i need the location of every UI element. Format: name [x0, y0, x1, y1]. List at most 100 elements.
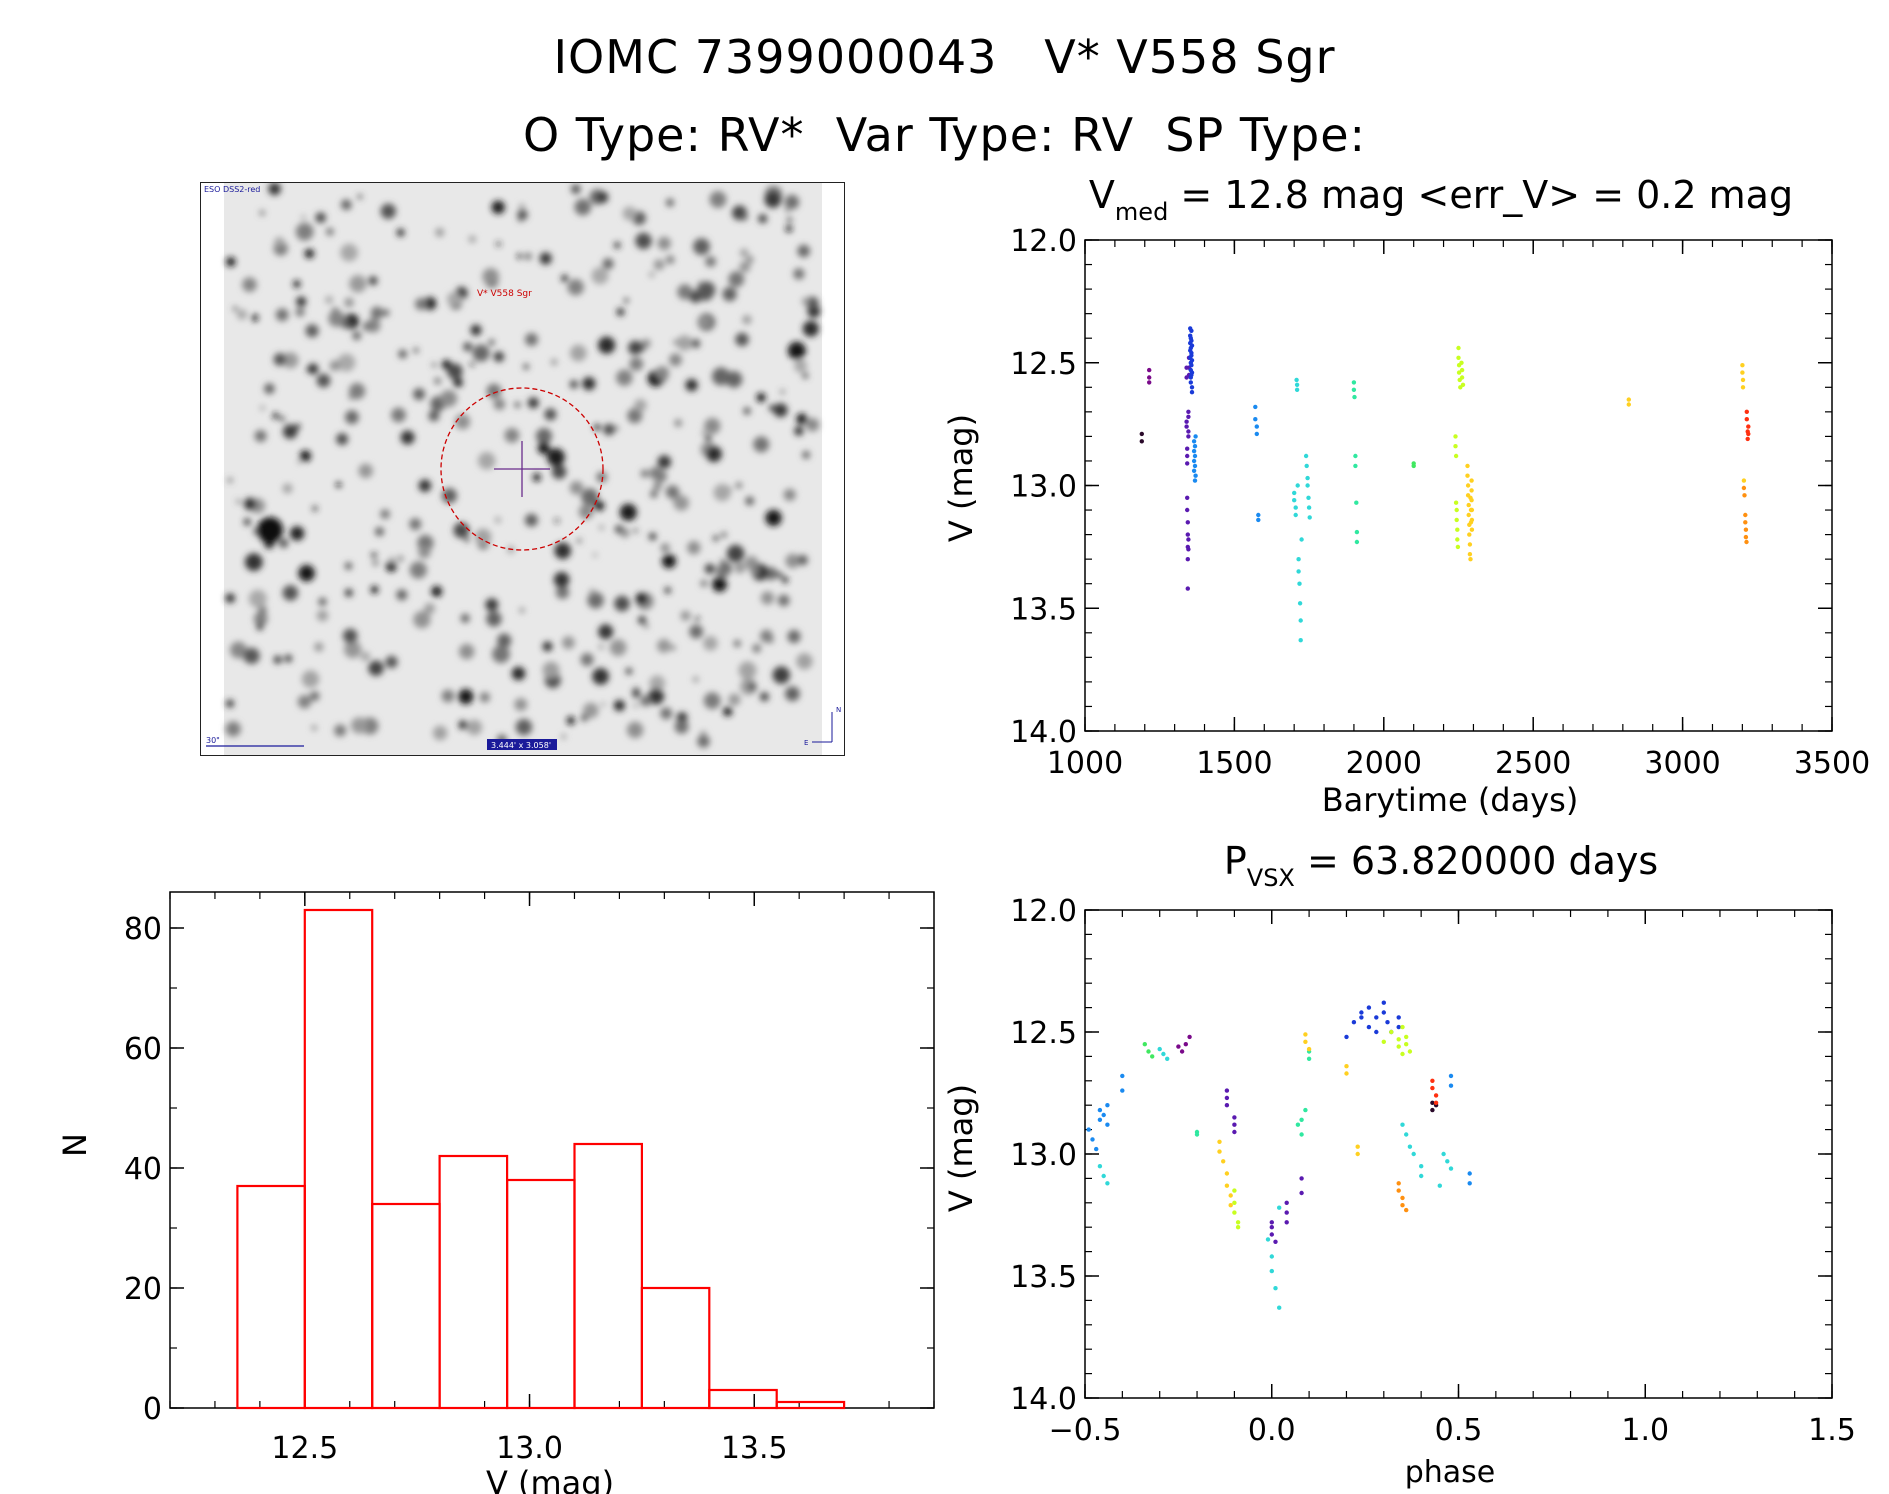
finder-star: [447, 292, 462, 307]
finder-star: [413, 347, 419, 353]
y-tick-label: 13.5: [1010, 592, 1077, 627]
finder-star: [315, 212, 326, 223]
finder-star: [242, 277, 257, 292]
data-point: [1467, 1181, 1472, 1186]
finder-star: [747, 682, 757, 692]
finder-star: [657, 455, 672, 469]
finder-star: [532, 473, 541, 482]
finder-star: [248, 589, 267, 608]
finder-star: [759, 692, 770, 702]
data-point: [1253, 404, 1258, 410]
data-point: [1389, 1029, 1394, 1035]
finder-star: [282, 585, 299, 601]
y-tick-label: 40: [124, 1152, 162, 1187]
survey-label: ESO DSS2-red: [204, 185, 260, 194]
data-point: [1269, 1254, 1275, 1259]
finder-star: [687, 541, 701, 555]
data-point: [1232, 1210, 1237, 1215]
finder-star: [328, 310, 345, 327]
finder-star: [643, 623, 649, 629]
finder-star: [486, 611, 502, 627]
phase-curve-chart: PVSX = 63.820000 days −0.5 0.0 0.5 1.0 1.5 12…: [942, 839, 1856, 1490]
data-point: [1295, 1122, 1301, 1127]
finder-star: [781, 576, 789, 584]
data-point: [1265, 1237, 1271, 1242]
finder-star: [525, 333, 538, 346]
data-point: [1299, 1117, 1304, 1123]
data-point: [1626, 397, 1632, 402]
data-point: [1743, 520, 1748, 525]
x-tick-label: 0.5: [1435, 1413, 1483, 1448]
finder-star: [491, 200, 505, 214]
finder-star: [703, 692, 721, 710]
finder-star: [566, 716, 575, 725]
x-tick-label: 3500: [1794, 746, 1870, 781]
plot-frame: [169, 891, 935, 1409]
data-point: [1269, 1220, 1275, 1225]
data-point: [1354, 529, 1360, 535]
data-point: [1407, 1144, 1413, 1149]
finder-star: [801, 297, 810, 306]
data-point: [1228, 1193, 1233, 1198]
data-point: [1294, 377, 1299, 383]
finder-star: [609, 639, 627, 656]
data-point: [1385, 1020, 1390, 1025]
data-point: [1468, 520, 1474, 525]
finder-star: [793, 268, 805, 280]
finder-star: [542, 641, 553, 652]
finder-star: [400, 430, 415, 445]
finder-star: [674, 419, 682, 427]
y-tick-label: 12.0: [1010, 894, 1077, 929]
finder-star: [692, 676, 699, 683]
finder-star: [243, 518, 251, 526]
data-point: [1184, 365, 1189, 370]
data-point: [1445, 1159, 1450, 1164]
finder-star: [297, 695, 312, 709]
finder-star: [661, 554, 677, 569]
finder-star: [665, 198, 675, 207]
finder-star: [742, 315, 752, 325]
finder-star: [592, 668, 609, 685]
finder-star: [760, 591, 775, 605]
finder-star: [733, 640, 741, 647]
x-tick-label: 0.0: [1248, 1413, 1296, 1448]
finder-star: [236, 309, 248, 320]
finder-star: [614, 595, 630, 612]
histogram-bar: [775, 1400, 846, 1410]
data-point: [1284, 1200, 1289, 1206]
finder-star: [299, 450, 311, 462]
plot-frame: [1084, 239, 1833, 732]
data-point: [1469, 527, 1475, 532]
finder-star: [743, 407, 751, 415]
data-point: [1306, 505, 1312, 510]
data-point: [1741, 485, 1747, 491]
data-point: [1744, 539, 1749, 545]
data-point: [1469, 517, 1475, 523]
finder-star: [598, 524, 605, 531]
finder-star: [312, 505, 318, 512]
data-point: [1381, 1010, 1387, 1015]
finder-star: [569, 380, 579, 389]
data-point: [1467, 552, 1473, 557]
finder-star: [583, 702, 599, 719]
finder-star: [514, 401, 521, 408]
finder-star: [279, 416, 285, 422]
finder-star: [253, 612, 268, 626]
data-point: [1232, 1129, 1237, 1135]
finder-star: [594, 500, 605, 511]
finder-star: [691, 339, 701, 348]
finder-star: [650, 490, 658, 498]
finder-star: [514, 698, 528, 711]
finder-star: [802, 320, 819, 337]
data-point: [1626, 402, 1632, 407]
finder-star: [592, 552, 598, 558]
data-point: [1184, 419, 1189, 424]
finder-star: [603, 423, 615, 436]
finder-star: [700, 579, 708, 587]
data-point: [1186, 434, 1191, 439]
finder-star: [488, 339, 495, 346]
finder-star: [273, 655, 282, 664]
y-tick-label: 14.0: [1010, 1382, 1077, 1417]
finder-star: [273, 353, 287, 366]
data-point: [1097, 1107, 1103, 1113]
